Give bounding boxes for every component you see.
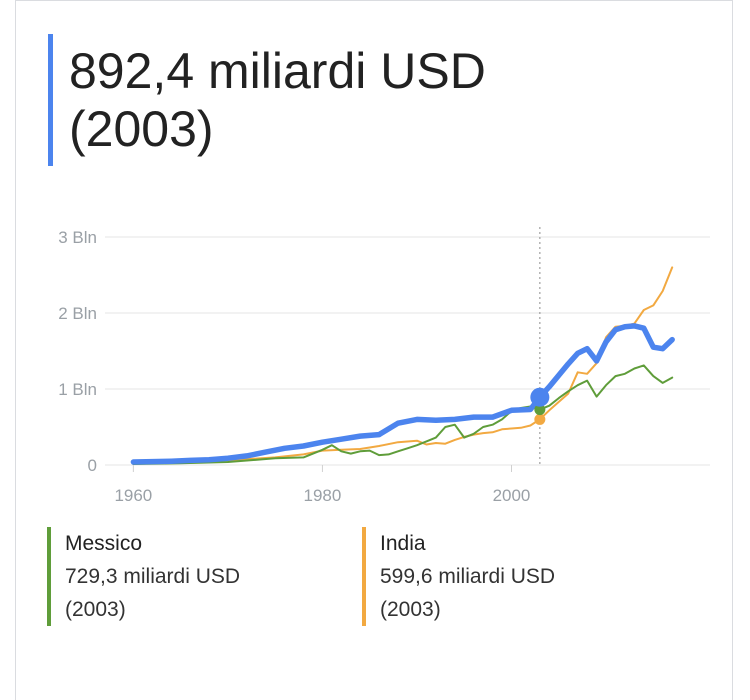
legend-year-mexico: (2003) (65, 598, 126, 621)
y-tick-label: 1 Bln (58, 380, 97, 399)
legend-value-mexico: 729,3 miliardi USD (65, 565, 241, 588)
series-line-mexico (132, 364, 674, 465)
x-tick-label: 1980 (304, 486, 342, 505)
headline-year: (2003) (69, 101, 214, 157)
marker-mexico (534, 404, 546, 416)
legend-name-india: India (380, 532, 426, 555)
series-line-main (130, 323, 675, 465)
legend-item-india[interactable]: India 599,6 miliardi USD (2003) (362, 527, 662, 626)
x-tick-label: 2000 (493, 486, 531, 505)
legend-item-mexico[interactable]: Messico 729,3 miliardi USD (2003) (47, 527, 347, 626)
series-line-india (132, 266, 674, 464)
headline-value: 892,4 miliardi USD (69, 43, 486, 99)
line-chart[interactable]: 0 1 Bln 2 Bln 3 Bln 1960 1980 2000 (0, 215, 750, 515)
y-tick-label: 3 Bln (58, 228, 97, 247)
chart-card (15, 0, 733, 700)
legend-year-india: (2003) (380, 598, 441, 621)
x-tick-label: 1960 (114, 486, 152, 505)
marker-main (530, 387, 550, 407)
y-tick-label: 2 Bln (58, 304, 97, 323)
headline: 892,4 miliardi USD (2003) (48, 34, 688, 166)
legend-name-mexico: Messico (65, 532, 143, 555)
legend-value-india: 599,6 miliardi USD (380, 565, 556, 588)
y-tick-label: 0 (88, 456, 97, 475)
marker-india (534, 413, 546, 425)
